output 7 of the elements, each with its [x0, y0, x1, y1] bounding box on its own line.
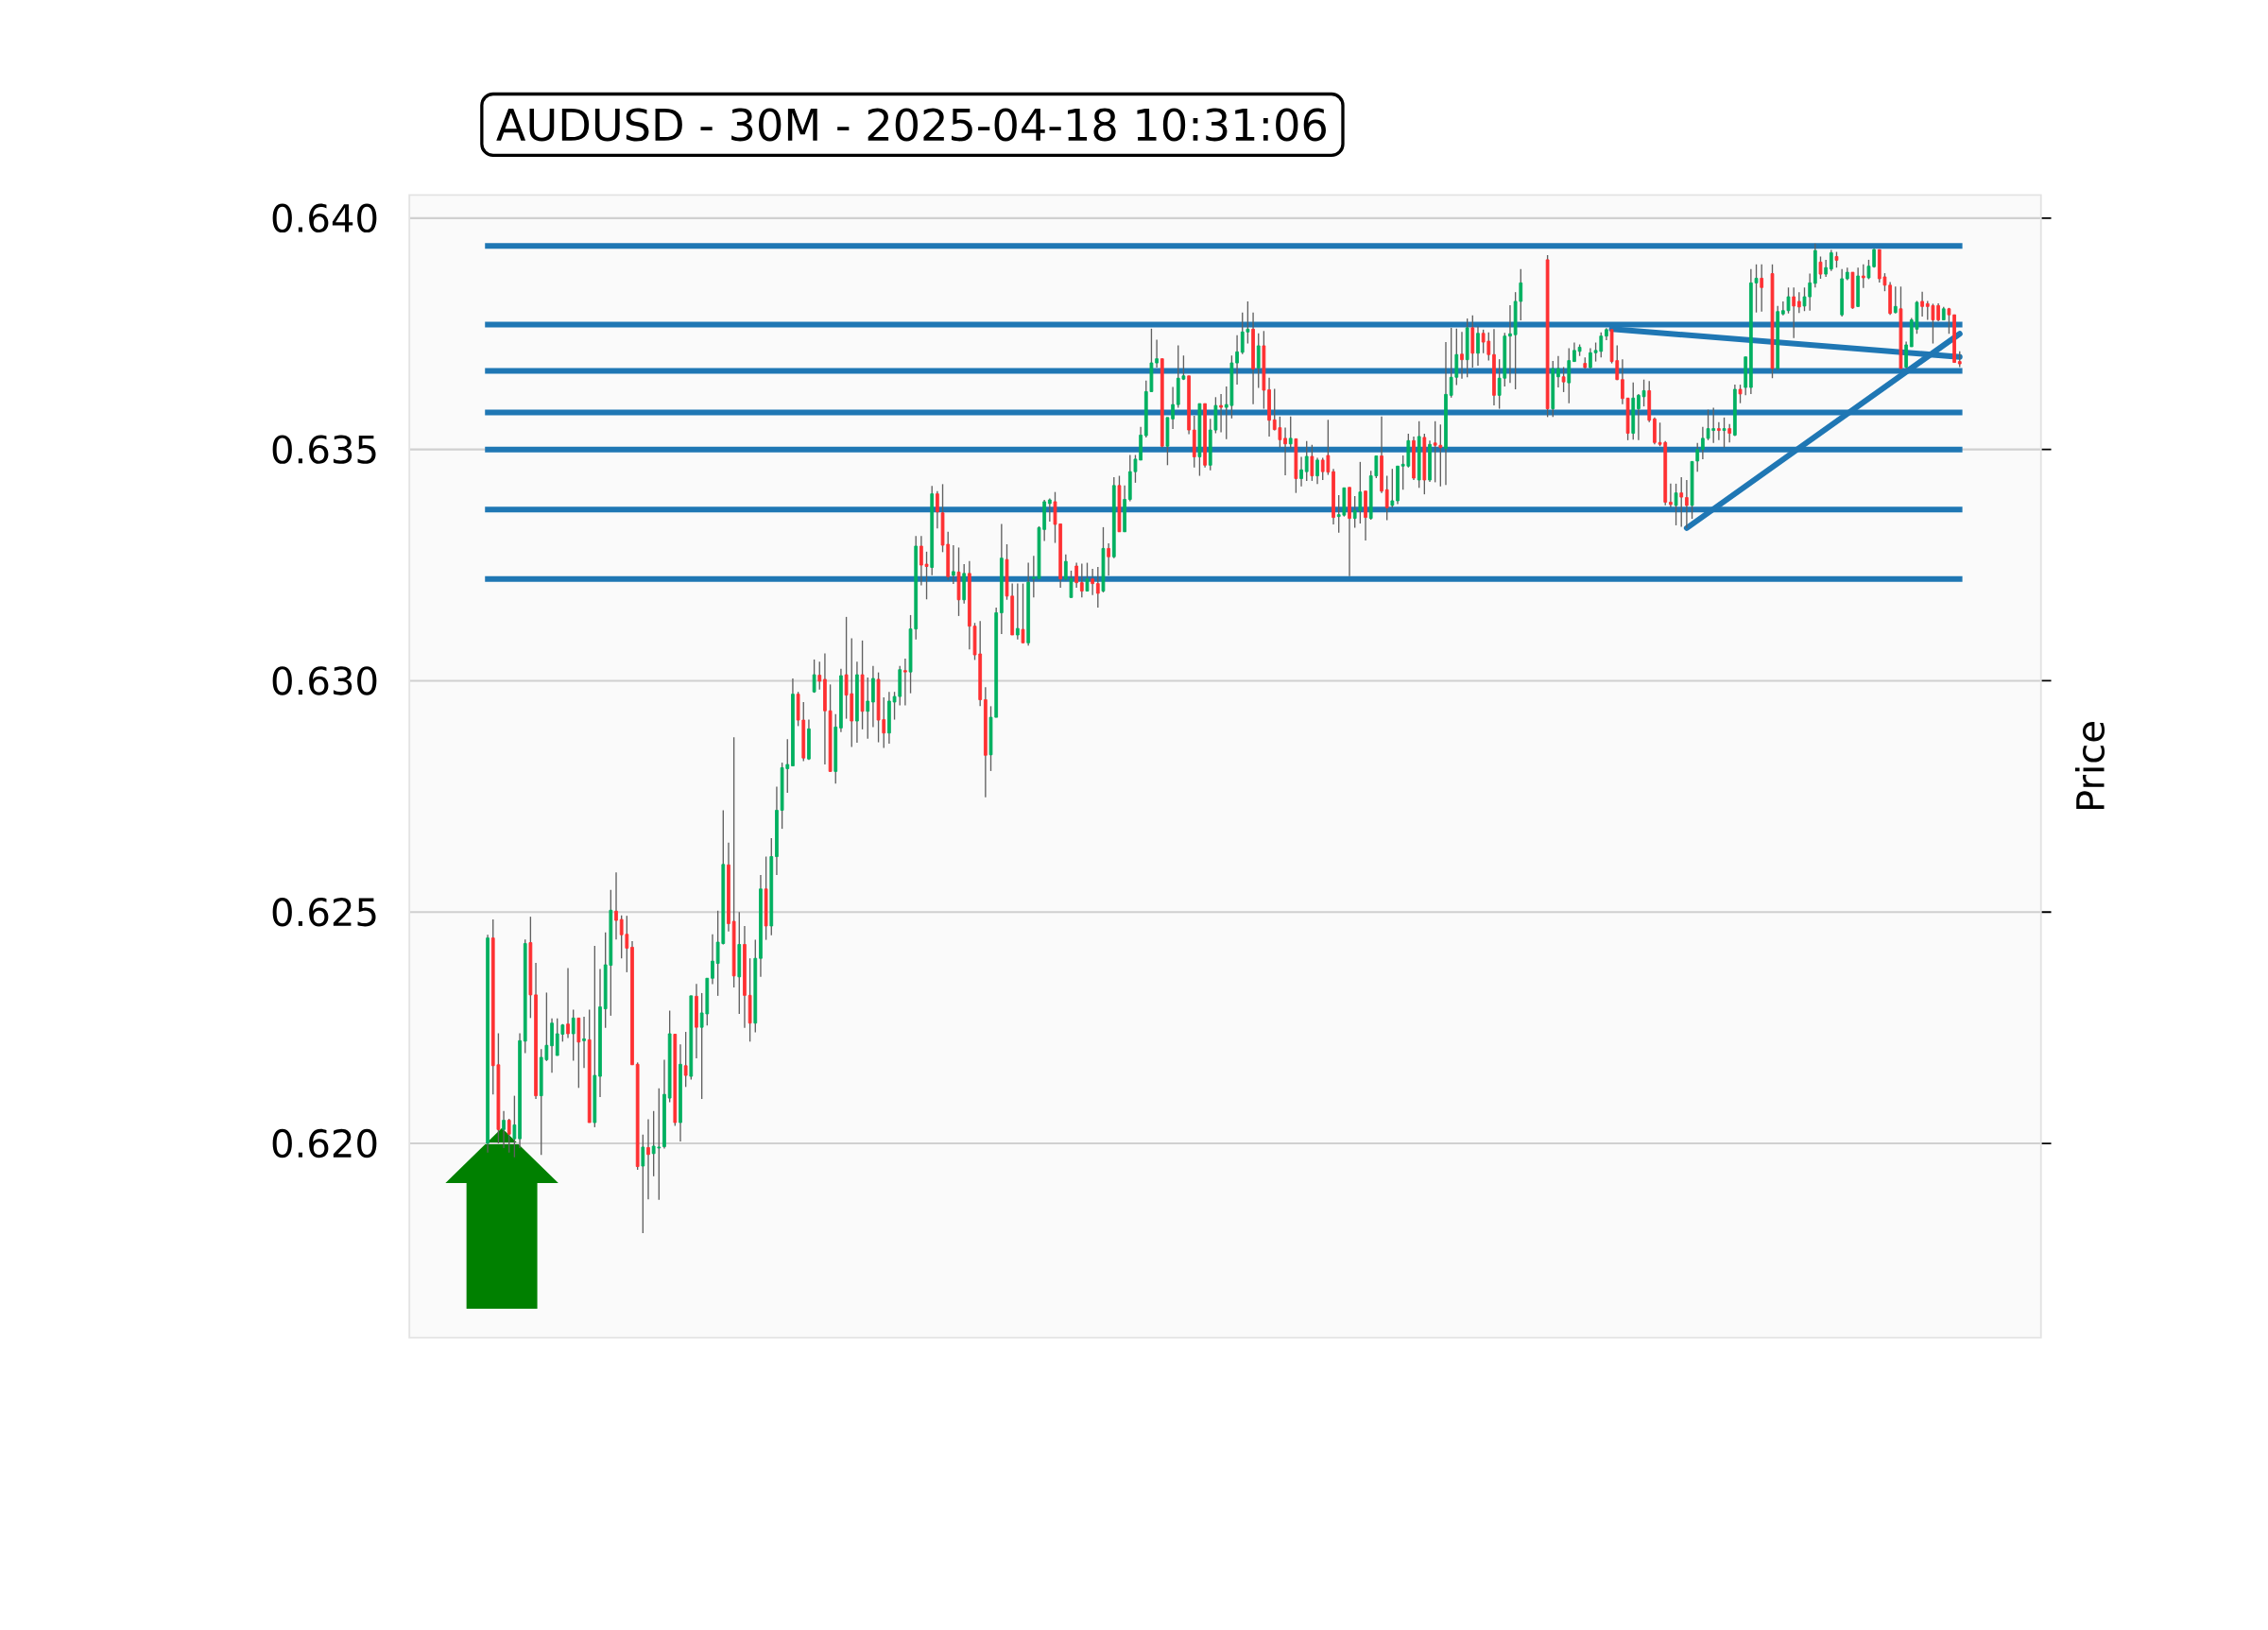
chart-title: AUDUSD - 30M - 2025-04-18 10:31:06 [496, 108, 1326, 142]
y-tick-label: 0.635 [272, 435, 376, 464]
y-axis-title: Price [2074, 722, 2105, 810]
y-tick-label: 0.620 [272, 1128, 377, 1158]
y-tick-label: 0.630 [272, 666, 377, 695]
y-tick-label: 0.625 [272, 898, 376, 927]
y-tick-label: 0.640 [272, 203, 377, 233]
